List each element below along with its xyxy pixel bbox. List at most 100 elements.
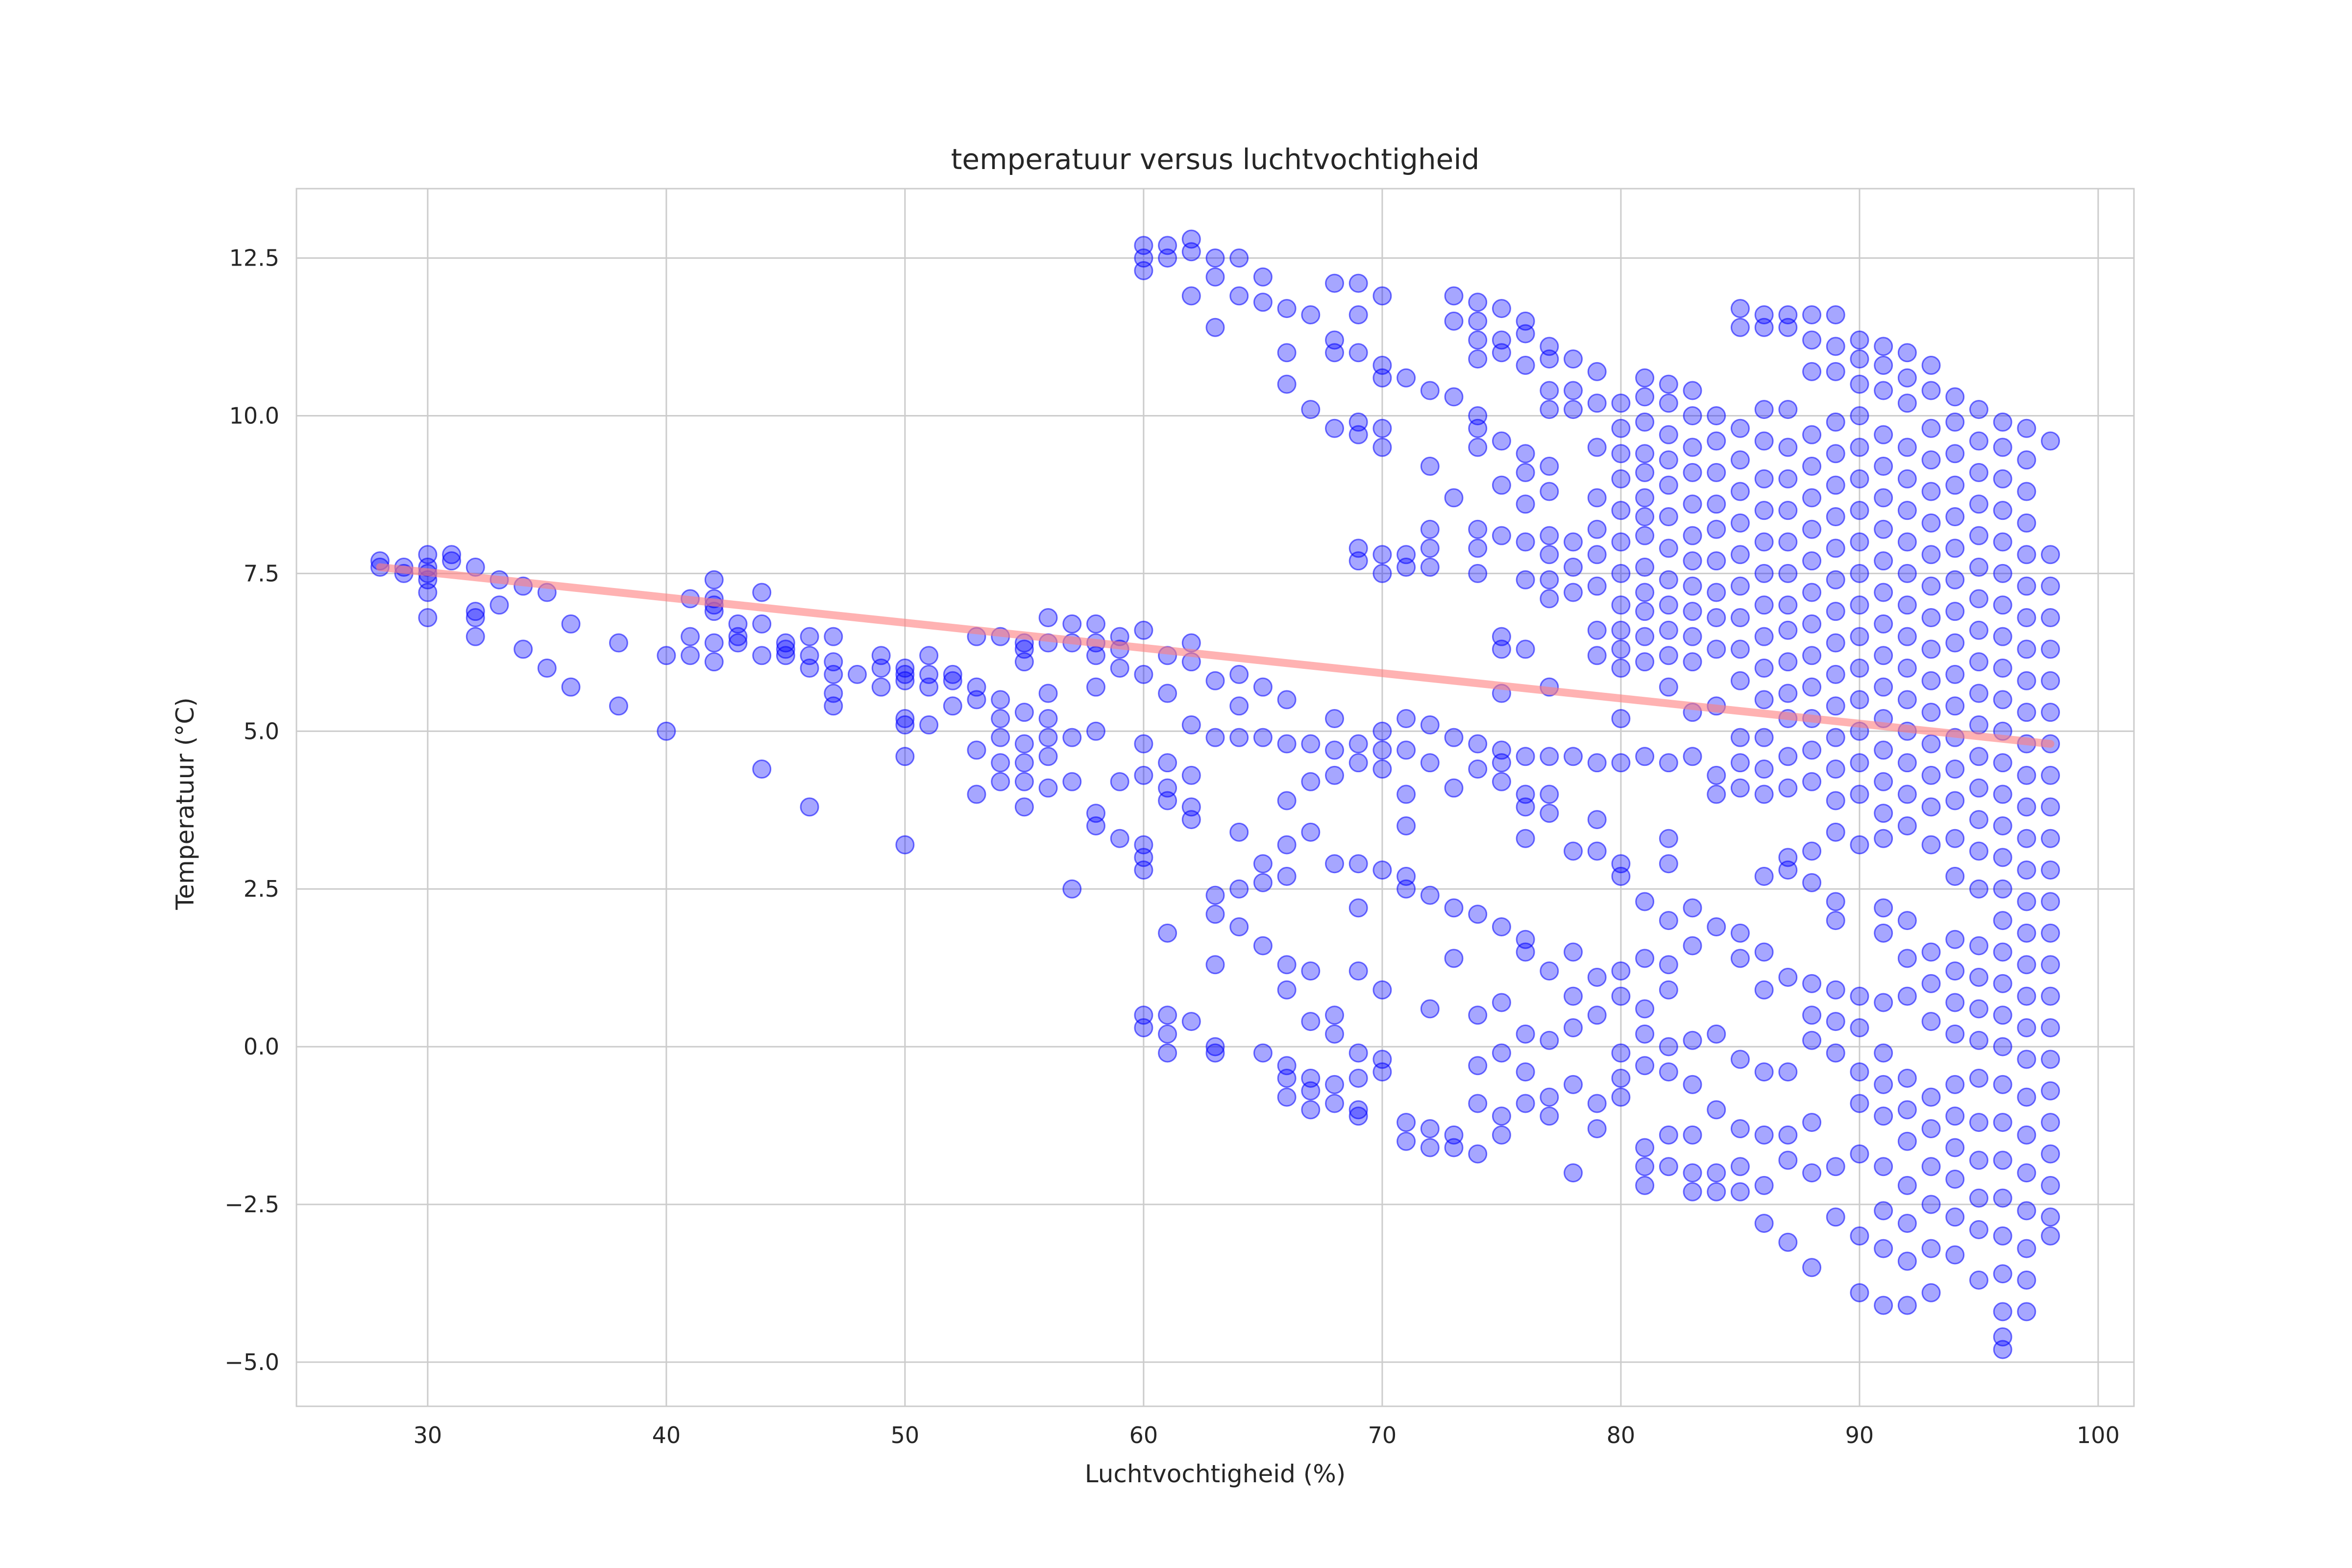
data-point xyxy=(1993,438,2012,457)
data-point xyxy=(1993,1037,2012,1056)
data-point xyxy=(1587,519,1607,539)
data-point xyxy=(1730,778,1750,798)
x-tick-labels: 30 40 50 60 70 80 90 100 xyxy=(414,1422,2120,1448)
data-point xyxy=(1062,614,1082,634)
data-point xyxy=(1897,911,1917,931)
data-point xyxy=(1134,261,1153,280)
data-point xyxy=(895,709,915,729)
data-point xyxy=(1969,1030,1988,1050)
data-point xyxy=(1874,923,1893,943)
data-point xyxy=(1277,980,1297,1000)
x-tick-label: 100 xyxy=(2077,1422,2120,1448)
data-point xyxy=(1730,639,1750,659)
data-point xyxy=(1969,400,1988,419)
data-point xyxy=(2017,1018,2036,1037)
data-point xyxy=(1468,1005,1488,1025)
data-point xyxy=(1778,967,1798,987)
data-point xyxy=(1277,835,1297,855)
data-point xyxy=(1540,349,1559,369)
data-point xyxy=(752,583,772,602)
data-point xyxy=(1158,1043,1177,1063)
data-point xyxy=(1874,1075,1893,1094)
data-point xyxy=(1683,463,1702,482)
data-point xyxy=(1229,664,1249,684)
data-point xyxy=(1277,866,1297,886)
data-point xyxy=(1468,293,1488,312)
data-point xyxy=(1707,1182,1726,1201)
data-point xyxy=(1850,469,1869,489)
chart-title: temperatuur versus luchtvochtigheid xyxy=(951,143,1480,176)
data-point xyxy=(1754,564,1774,583)
data-point xyxy=(1516,829,1535,848)
data-point xyxy=(1683,1182,1702,1201)
data-point xyxy=(1420,1119,1440,1138)
data-point xyxy=(1874,829,1893,848)
data-point xyxy=(1969,1068,1988,1088)
data-point xyxy=(1754,980,1774,1000)
data-point xyxy=(2017,450,2036,470)
data-point xyxy=(1659,450,1678,470)
data-point xyxy=(1683,747,1702,766)
data-point xyxy=(1707,639,1726,659)
data-point xyxy=(1587,620,1607,640)
data-point xyxy=(776,639,795,659)
data-point xyxy=(1301,961,1321,981)
data-point xyxy=(1778,1232,1798,1252)
data-point xyxy=(1993,1340,2012,1359)
data-point xyxy=(1802,425,1822,444)
data-point xyxy=(824,627,843,646)
data-point xyxy=(1778,1062,1798,1082)
data-point xyxy=(2017,545,2036,564)
data-point xyxy=(1897,469,1917,489)
data-point xyxy=(1635,892,1655,911)
data-point xyxy=(1707,608,1726,628)
y-tick-label: 10.0 xyxy=(229,403,279,429)
data-point xyxy=(1826,892,1845,911)
data-point xyxy=(1897,1214,1917,1233)
data-point xyxy=(1516,1062,1535,1082)
data-point xyxy=(1921,703,1941,722)
data-point xyxy=(1874,1043,1893,1063)
data-point xyxy=(1802,1030,1822,1050)
data-point xyxy=(1754,318,1774,337)
data-point xyxy=(1945,1075,1965,1094)
data-point xyxy=(1707,765,1726,785)
data-point xyxy=(2017,860,2036,880)
data-point xyxy=(1921,639,1941,659)
data-point xyxy=(1993,690,2012,710)
data-point xyxy=(1253,854,1273,874)
data-point xyxy=(1897,627,1917,646)
data-point xyxy=(1659,980,1678,1000)
data-point xyxy=(1754,469,1774,489)
data-point xyxy=(1348,1043,1368,1063)
data-point xyxy=(1540,589,1559,609)
data-point xyxy=(1945,1024,1965,1044)
data-point xyxy=(1372,980,1392,1000)
data-point xyxy=(1611,620,1631,640)
data-point xyxy=(943,671,962,690)
data-point xyxy=(1444,728,1464,747)
data-point xyxy=(871,659,891,678)
data-point xyxy=(2017,923,2036,943)
data-point xyxy=(871,677,891,697)
data-point xyxy=(1921,1283,1941,1302)
data-point xyxy=(1802,772,1822,791)
data-point xyxy=(1564,583,1583,602)
data-point xyxy=(1492,299,1511,318)
data-point xyxy=(1229,728,1249,747)
data-point xyxy=(1158,791,1177,810)
data-point xyxy=(1635,652,1655,672)
data-point xyxy=(1564,986,1583,1006)
data-point xyxy=(1516,1094,1535,1113)
data-point xyxy=(1659,595,1678,615)
data-point xyxy=(1730,450,1750,470)
data-point xyxy=(1611,501,1631,520)
data-point xyxy=(2041,1144,2060,1164)
data-point xyxy=(1778,747,1798,766)
data-point xyxy=(895,747,915,766)
data-point xyxy=(1468,330,1488,350)
data-point xyxy=(1993,1151,2012,1170)
data-point xyxy=(1850,349,1869,369)
data-point xyxy=(1683,898,1702,918)
data-point xyxy=(1540,526,1559,545)
